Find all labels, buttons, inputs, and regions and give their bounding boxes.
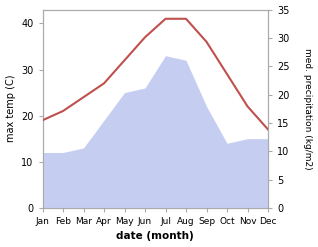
X-axis label: date (month): date (month) (116, 231, 194, 242)
Y-axis label: med. precipitation (kg/m2): med. precipitation (kg/m2) (303, 48, 313, 169)
Y-axis label: max temp (C): max temp (C) (5, 75, 16, 143)
